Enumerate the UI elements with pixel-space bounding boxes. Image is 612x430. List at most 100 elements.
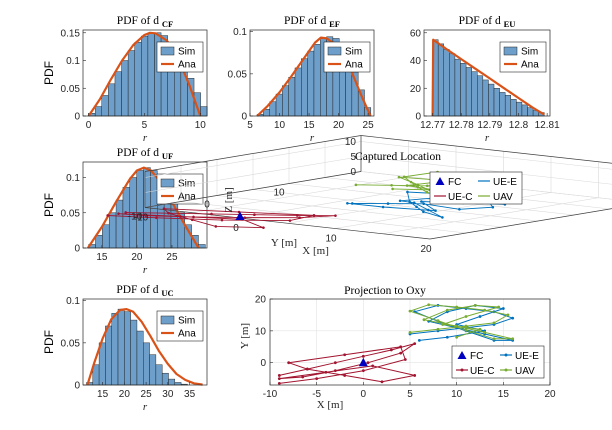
trajectory-point — [441, 216, 444, 219]
y-tick-label: 0 — [74, 244, 80, 255]
y-tick-label: 0.05 — [61, 338, 81, 349]
trajectory-point — [501, 307, 505, 310]
y-tick-label: 0.05 — [228, 69, 248, 80]
axes-edge — [144, 171, 362, 208]
x-tick-label: 25 — [141, 389, 153, 400]
x-tick-label: 5 — [247, 120, 253, 131]
trajectory-point — [473, 303, 477, 307]
histogram-bar — [143, 342, 150, 386]
z-tick-label: 0 — [350, 167, 356, 178]
y-tick-label: 0.05 — [61, 208, 81, 219]
legend-point-uee — [504, 353, 508, 357]
x-tick-label: 20 — [131, 252, 143, 263]
x-tick-label: 10 — [325, 234, 337, 245]
grid-line — [216, 195, 503, 228]
trajectory-point — [412, 201, 416, 204]
y-tick-label: 0.1 — [66, 173, 80, 184]
histogram-bar — [307, 50, 315, 117]
chart-title-ef: PDF of d EF — [284, 15, 340, 29]
chart-title-uc: PDF of d UC — [116, 284, 173, 298]
chart-title-main: PDF of d — [459, 15, 504, 27]
legend-label-ana: Ana — [345, 60, 363, 71]
trajectory-point — [478, 315, 482, 318]
trajectory-line — [107, 208, 336, 229]
histogram-bar — [200, 106, 208, 117]
x-tick-label: 12.8 — [509, 120, 529, 131]
fc-marker — [358, 357, 368, 367]
legend-swatch-sim — [160, 46, 175, 56]
histogram-bar — [168, 378, 176, 386]
z-axis-label: Z [m] — [223, 187, 235, 212]
trajectory-point — [416, 186, 420, 189]
histogram-bar — [301, 58, 308, 117]
histogram-bar — [121, 60, 129, 117]
series-ue-c — [277, 342, 417, 385]
trajectory-point — [427, 208, 430, 212]
legend-fc-marker — [435, 177, 445, 185]
legend: Sim Ana — [156, 173, 204, 205]
z-tick-label: 5 — [350, 152, 356, 163]
y-tick-label: 0 — [74, 112, 80, 123]
trajectory-point — [464, 315, 468, 318]
trajectory-point — [333, 361, 337, 365]
chart-title-uf: PDF of d UF — [117, 147, 173, 161]
x-tick-label: 20 — [420, 244, 432, 255]
x-tick-label: 30 — [162, 389, 174, 400]
trajectory-point — [458, 208, 461, 211]
x-tick-label: 35 — [184, 389, 196, 400]
x-tick-label: 15 — [97, 389, 109, 400]
legend-label-uec: UE-C — [448, 192, 472, 203]
legend-swatch-sim — [160, 315, 175, 325]
legend-label-ana: Ana — [521, 60, 539, 71]
legend-label-sim: Sim — [178, 47, 195, 58]
trajectory-point — [333, 369, 337, 373]
trajectory-point — [117, 212, 120, 215]
histogram-bar — [108, 212, 117, 249]
histogram-bar — [94, 106, 102, 117]
histogram-bar — [136, 330, 144, 386]
axes-edge — [144, 207, 431, 240]
legend-label-ana: Ana — [178, 60, 196, 71]
histogram-bar — [288, 76, 296, 117]
histogram-bar — [108, 83, 116, 117]
series3d-ue-c — [106, 207, 337, 229]
trajectory-point — [380, 380, 384, 384]
legend-label-uee: UE-E — [493, 177, 517, 188]
histogram-bar — [155, 364, 163, 386]
fc-marker — [235, 211, 245, 220]
trajectory-point — [413, 374, 417, 377]
x-tick-label: 12.77 — [420, 120, 445, 131]
legend: Sim Ana — [323, 41, 371, 73]
chart-title-main: PDF of d — [117, 147, 162, 159]
trajectory-point — [243, 216, 247, 219]
y-tick-label: 40 — [410, 56, 422, 67]
trajectory-point — [334, 214, 337, 217]
y-tick-label: 0.1 — [66, 56, 80, 67]
trajectory-point — [389, 348, 393, 352]
histogram-bar — [499, 92, 506, 117]
trajectory-point — [420, 200, 423, 203]
trajectory-point — [179, 215, 182, 218]
histogram-bar — [149, 354, 157, 386]
analytic-curve — [86, 166, 200, 249]
y-tick-label: 20 — [255, 295, 267, 306]
histogram-bar — [482, 79, 489, 117]
y-tick-label: 0 — [241, 112, 247, 123]
histogram-bar — [150, 170, 158, 249]
analytic-curve — [86, 308, 203, 386]
y-tick-label: 10 — [273, 188, 285, 199]
legend-swatch-sim — [327, 46, 342, 56]
trajectory-point — [405, 184, 409, 187]
x-axis-label: r — [485, 132, 490, 144]
trajectory-point — [155, 216, 158, 220]
y-tick-label: -10 — [128, 212, 143, 223]
axes-box — [423, 29, 551, 117]
trajectory-point — [361, 369, 365, 373]
x-axis-label: r — [143, 264, 148, 276]
grid-line — [180, 201, 467, 234]
trajectory-point — [483, 331, 487, 334]
x-tick-label: -10 — [134, 213, 149, 224]
axes-box — [82, 29, 208, 117]
histogram-bar — [313, 44, 321, 117]
grid-line — [144, 141, 362, 178]
